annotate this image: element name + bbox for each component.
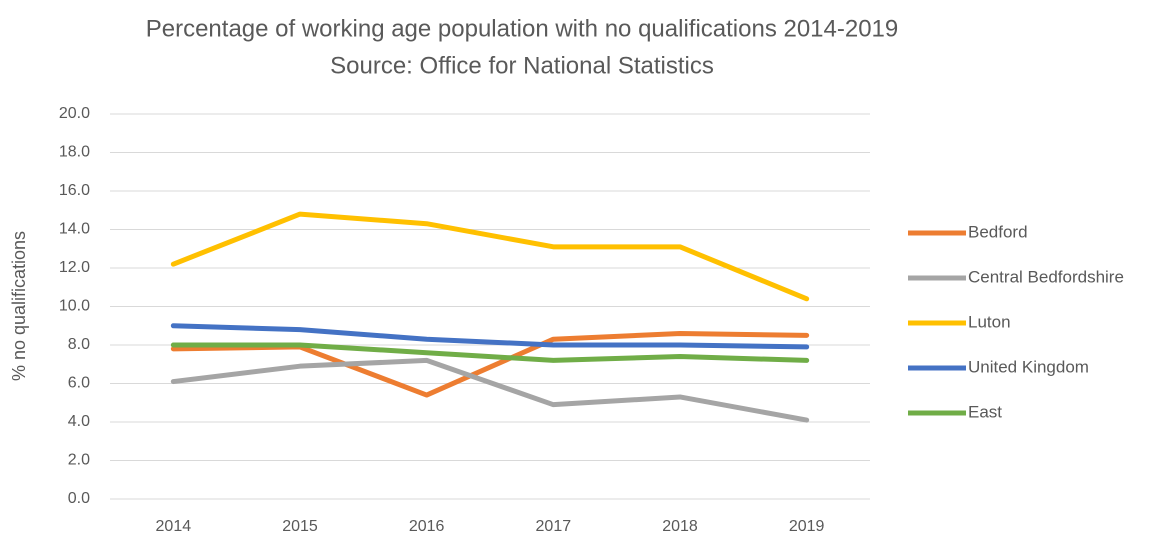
legend-label: United Kingdom (968, 357, 1089, 376)
y-axis-label: % no qualifications (9, 231, 29, 381)
x-tick-label: 2019 (789, 518, 825, 535)
y-tick-label: 0.0 (68, 490, 90, 507)
x-tick-label: 2015 (282, 518, 318, 535)
y-tick-label: 4.0 (68, 413, 90, 430)
legend-label: Luton (968, 312, 1011, 331)
y-tick-label: 2.0 (68, 452, 90, 469)
legend-label: East (968, 402, 1002, 421)
y-tick-label: 6.0 (68, 375, 90, 392)
series-line (170, 342, 810, 363)
series-line (170, 211, 810, 302)
series-line (170, 357, 810, 423)
y-tick-label: 16.0 (59, 182, 90, 199)
legend-label: Central Bedfordshire (968, 267, 1124, 286)
y-tick-label: 8.0 (68, 336, 90, 353)
x-tick-label: 2017 (536, 518, 572, 535)
y-tick-label: 18.0 (59, 144, 90, 161)
y-tick-label: 10.0 (59, 298, 90, 315)
y-tick-label: 20.0 (59, 105, 90, 122)
x-tick-label: 2014 (156, 518, 192, 535)
y-tick-label: 12.0 (59, 259, 90, 276)
x-tick-label: 2016 (409, 518, 445, 535)
series-line (170, 323, 810, 350)
legend-label: Bedford (968, 222, 1028, 241)
x-tick-label: 2018 (662, 518, 698, 535)
y-tick-label: 14.0 (59, 221, 90, 238)
chart-title: Percentage of working age population wit… (146, 15, 899, 42)
chart-subtitle: Source: Office for National Statistics (330, 52, 714, 79)
